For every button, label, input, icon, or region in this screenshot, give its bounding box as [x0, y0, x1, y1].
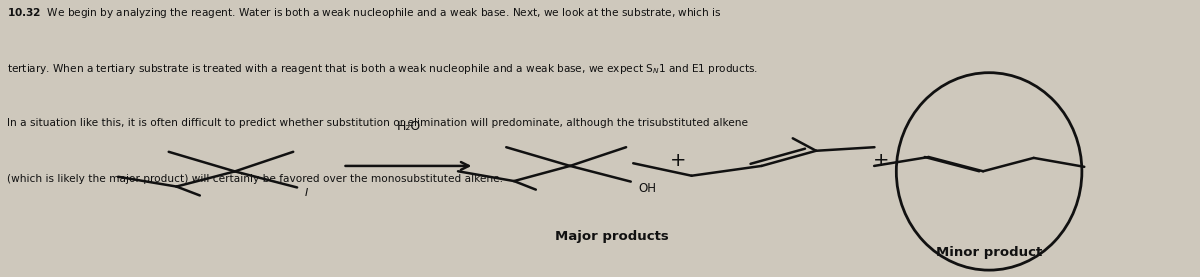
Text: H₂O: H₂O	[396, 120, 420, 133]
Text: (which is likely the major product) will certainly be favored over the monosubst: (which is likely the major product) will…	[7, 174, 503, 184]
Text: $\mathbf{10.32}$  We begin by analyzing the reagent. Water is both a weak nucleo: $\mathbf{10.32}$ We begin by analyzing t…	[7, 6, 722, 19]
Text: In a situation like this, it is often difficult to predict whether substitution : In a situation like this, it is often di…	[7, 118, 749, 128]
Text: +: +	[874, 151, 889, 170]
Text: I: I	[305, 188, 308, 198]
Text: OH: OH	[638, 182, 656, 195]
Text: Minor product: Minor product	[936, 246, 1043, 259]
Text: Major products: Major products	[556, 230, 668, 243]
Text: tertiary. When a tertiary substrate is treated with a reagent that is both a wea: tertiary. When a tertiary substrate is t…	[7, 62, 758, 76]
Text: +: +	[670, 151, 686, 170]
